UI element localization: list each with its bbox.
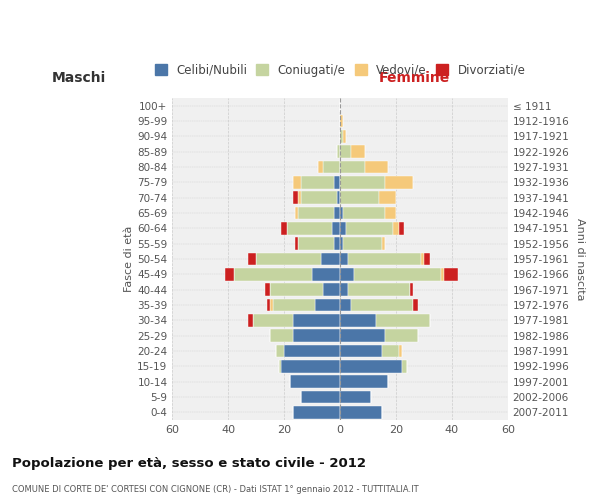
Text: Femmine: Femmine	[378, 71, 449, 85]
Bar	[298, 192, 301, 204]
Bar	[385, 176, 413, 188]
Bar	[290, 376, 340, 388]
Bar	[340, 160, 365, 173]
Bar	[320, 253, 340, 266]
Bar	[340, 284, 349, 296]
Bar	[349, 253, 421, 266]
Bar	[281, 222, 287, 234]
Bar	[382, 345, 399, 358]
Bar	[340, 114, 343, 128]
Bar	[334, 176, 340, 188]
Bar	[340, 330, 385, 342]
Bar	[340, 176, 385, 188]
Bar	[340, 268, 354, 280]
Bar	[441, 268, 443, 280]
Bar	[351, 299, 413, 312]
Bar	[340, 360, 401, 372]
Bar	[265, 284, 270, 296]
Bar	[443, 268, 458, 280]
Bar	[268, 299, 270, 312]
Bar	[385, 330, 418, 342]
Bar	[298, 207, 334, 220]
Bar	[334, 207, 340, 220]
Bar	[337, 192, 340, 204]
Bar	[413, 299, 418, 312]
Bar	[226, 268, 234, 280]
Bar	[323, 284, 340, 296]
Bar	[253, 314, 293, 326]
Bar	[287, 222, 332, 234]
Bar	[293, 406, 340, 419]
Bar	[273, 299, 315, 312]
Text: COMUNE DI CORTE DE' CORTESI CON CIGNONE (CR) - Dati ISTAT 1° gennaio 2012 - TUTT: COMUNE DI CORTE DE' CORTESI CON CIGNONE …	[12, 485, 419, 494]
Bar	[293, 330, 340, 342]
Bar	[421, 253, 424, 266]
Bar	[349, 284, 410, 296]
Bar	[340, 406, 382, 419]
Bar	[312, 268, 340, 280]
Bar	[315, 299, 340, 312]
Bar	[295, 238, 298, 250]
Bar	[248, 314, 253, 326]
Bar	[281, 360, 340, 372]
Bar	[293, 192, 298, 204]
Bar	[399, 345, 401, 358]
Bar	[340, 207, 343, 220]
Bar	[270, 330, 293, 342]
Bar	[340, 238, 343, 250]
Bar	[424, 253, 430, 266]
Bar	[270, 299, 273, 312]
Bar	[340, 376, 388, 388]
Bar	[354, 268, 441, 280]
Bar	[340, 146, 351, 158]
Bar	[276, 345, 284, 358]
Bar	[340, 391, 371, 404]
Bar	[332, 222, 340, 234]
Bar	[340, 299, 351, 312]
Bar	[401, 360, 407, 372]
Bar	[340, 314, 376, 326]
Bar	[340, 345, 382, 358]
Bar	[301, 391, 340, 404]
Bar	[340, 253, 349, 266]
Bar	[393, 222, 399, 234]
Bar	[248, 253, 256, 266]
Bar	[351, 146, 365, 158]
Bar	[301, 192, 337, 204]
Bar	[376, 314, 430, 326]
Bar	[295, 207, 298, 220]
Bar	[382, 238, 385, 250]
Bar	[340, 192, 379, 204]
Bar	[256, 253, 320, 266]
Bar	[298, 238, 334, 250]
Bar	[343, 238, 382, 250]
Bar	[234, 268, 312, 280]
Bar	[337, 146, 340, 158]
Bar	[323, 160, 340, 173]
Bar	[343, 130, 346, 142]
Bar	[301, 176, 334, 188]
Bar	[318, 160, 323, 173]
Text: Maschi: Maschi	[51, 71, 106, 85]
Bar	[340, 130, 343, 142]
Y-axis label: Anni di nascita: Anni di nascita	[575, 218, 585, 300]
Bar	[284, 345, 340, 358]
Text: Popolazione per età, sesso e stato civile - 2012: Popolazione per età, sesso e stato civil…	[12, 458, 366, 470]
Bar	[334, 238, 340, 250]
Bar	[343, 207, 385, 220]
Legend: Celibi/Nubili, Coniugati/e, Vedovi/e, Divorziati/e: Celibi/Nubili, Coniugati/e, Vedovi/e, Di…	[150, 59, 530, 81]
Bar	[365, 160, 388, 173]
Bar	[346, 222, 393, 234]
Y-axis label: Fasce di età: Fasce di età	[124, 226, 134, 292]
Bar	[399, 222, 404, 234]
Bar	[340, 222, 346, 234]
Bar	[385, 207, 396, 220]
Bar	[293, 176, 301, 188]
Bar	[293, 314, 340, 326]
Bar	[410, 284, 413, 296]
Bar	[379, 192, 396, 204]
Bar	[278, 360, 281, 372]
Bar	[270, 284, 323, 296]
